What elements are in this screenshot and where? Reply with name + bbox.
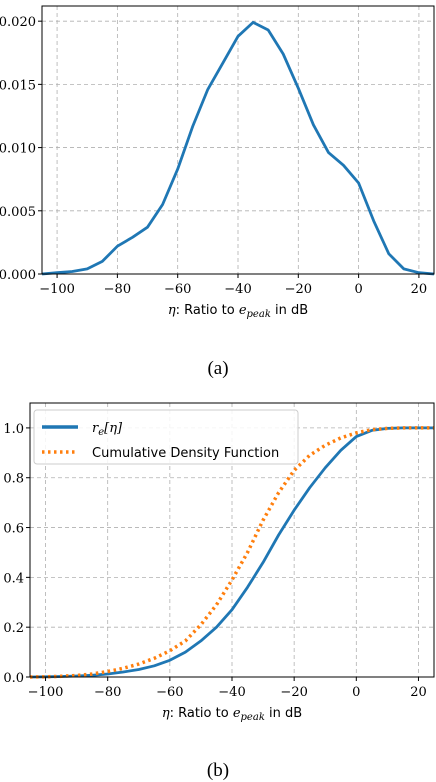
chart-a-xlabel-eta: η xyxy=(168,303,176,318)
chart-b-xlabel-e: e xyxy=(233,706,241,721)
chart-a-series-line-1 xyxy=(41,20,435,276)
chart-b: −100 −80 −60 −40 −20 0 200.00.20.40.60.81.0 re… xyxy=(3,402,435,781)
chart-b-y-tick-label: 0.2 xyxy=(3,621,24,636)
legend-box xyxy=(33,409,299,465)
chart-b-x-tick-label: −60 xyxy=(156,685,183,700)
chart-a-x-tick-label: −60 xyxy=(164,282,191,297)
chart-b-y-tick-label: 0.4 xyxy=(3,571,24,586)
chart-b-x-tick-label: 20 xyxy=(410,685,427,700)
chart-b-x-tick-label: 0 xyxy=(352,685,360,700)
chart-b-xlabel-eta: η xyxy=(162,706,170,721)
chart-b-caption: (b) xyxy=(207,760,229,781)
chart-a: −100 −80 −60 −40 −20 0 20 0.000 0.005 0.010 0.015 0… xyxy=(0,5,435,379)
chart-a-y-tick-label: 0.015 xyxy=(0,78,36,93)
chart-b-xlabel-text: : Ratio to xyxy=(170,706,233,721)
legend-r-sub: e xyxy=(98,427,104,438)
chart-a-x-tick-label: −80 xyxy=(104,282,131,297)
chart-a-x-tick-label: −40 xyxy=(224,282,251,297)
chart-b-y-tick-label: 1.0 xyxy=(3,422,24,437)
chart-b-xlabel-unit: in dB xyxy=(265,706,302,721)
chart-b-x-tick-label: −80 xyxy=(94,685,121,700)
chart-b-series xyxy=(29,426,434,679)
chart-a-x-tick-label: 0 xyxy=(354,282,362,297)
chart-b-y-tick-label: 0.8 xyxy=(3,472,24,487)
legend-r: r xyxy=(92,421,99,436)
chart-b-y-tick-label: 0.0 xyxy=(3,671,24,686)
legend-label-series-2: Cumulative Density Function xyxy=(92,446,279,461)
chart-b-x-axis-label: η: Ratio to epeak in dB xyxy=(162,706,302,723)
chart-b-ticks: −100 −80 −60 −40 −20 0 20 0.0 0.2 0.4 0.6 0.8 1.0 xyxy=(3,422,426,700)
chart-a-grid xyxy=(42,6,434,275)
chart-b-y-tick-label: 0.6 xyxy=(3,522,24,537)
chart-a-x-tick-label: −20 xyxy=(285,282,312,297)
legend-r-rest: [η] xyxy=(104,421,123,436)
chart-a-x-tick-label: −100 xyxy=(39,282,75,297)
chart-b-x-tick-label: −100 xyxy=(28,685,64,700)
chart-a-y-tick-label: 0.000 xyxy=(0,268,36,283)
chart-b-x-tick-label: −20 xyxy=(280,685,307,700)
chart-a-y-tick-label: 0.005 xyxy=(0,205,36,220)
chart-a-ticks: −100 −80 −60 −40 −20 0 20 0.000 0.005 0.010 0.015 0… xyxy=(0,15,427,297)
chart-b-xlabel-sub: peak xyxy=(241,712,265,723)
chart-a-series xyxy=(41,20,435,276)
chart-a-xlabel-text: : Ratio to xyxy=(176,303,239,318)
chart-a-xlabel-e: e xyxy=(239,303,247,318)
chart-a-y-tick-label: 0.010 xyxy=(0,142,36,157)
chart-a-x-axis-label: η: Ratio to epeak in dB xyxy=(168,303,308,320)
chart-a-x-tick-label: 20 xyxy=(411,282,428,297)
chart-b-x-tick-label: −40 xyxy=(218,685,245,700)
legend-label-series-1: re[η] xyxy=(92,421,123,438)
chart-a-xlabel-unit: in dB xyxy=(271,303,308,318)
chart-a-caption: (a) xyxy=(207,358,228,379)
chart-b-legend: re[η] Cumulative Density Function xyxy=(33,409,299,465)
chart-b-series-line-2 xyxy=(29,426,434,679)
chart-a-y-tick-label: 0.020 xyxy=(0,15,36,30)
chart-a-xlabel-sub: peak xyxy=(247,309,271,320)
